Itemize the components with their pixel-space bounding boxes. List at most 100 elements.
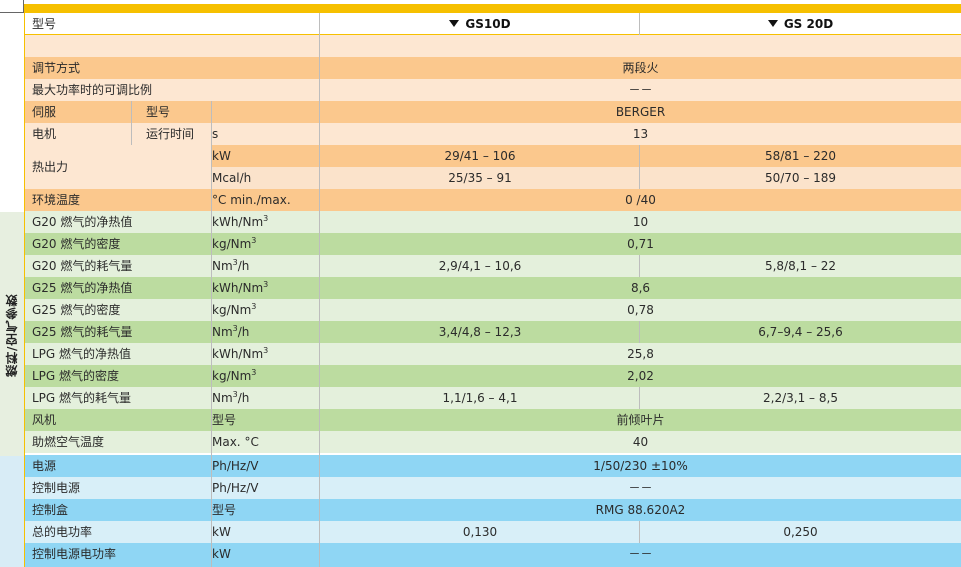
row-unit: Nm3/h <box>212 258 250 274</box>
row-label: LPG 燃气的耗气量 <box>32 391 132 405</box>
row-label: 控制电源电功率 <box>32 547 117 561</box>
value-gs20d: 2,2/3,1 – 8,5 <box>763 391 838 405</box>
value-gs10d: 3,4/4,8 – 12,3 <box>438 325 522 339</box>
table-row-lpg-heat: LPG 燃气的净热值 kWh/Nm3 25,8 <box>24 343 961 365</box>
spacer-row <box>24 35 961 57</box>
row-value: －－ <box>628 547 653 561</box>
row-unit: kg/Nm3 <box>212 368 257 384</box>
heat-row-mcal: Mcal/h 25/35 – 91 50/70 – 189 <box>212 167 961 189</box>
row-sublabel: 型号 <box>146 105 171 119</box>
column-divider-g20 <box>639 255 640 277</box>
row-label: 热出力 <box>32 160 69 174</box>
row-value: 13 <box>632 127 649 141</box>
table-row-g25-heat: G25 燃气的净热值 kWh/Nm3 8,6 <box>24 277 961 299</box>
unit-divider <box>211 145 212 567</box>
left-border <box>24 13 25 567</box>
row-label: 控制电源 <box>32 481 81 495</box>
row-value: 10 <box>632 215 649 229</box>
row-label: LPG 燃气的密度 <box>32 369 120 383</box>
table-row-control-power-rating: 控制电源电功率 kW －－ <box>24 543 961 567</box>
corner-box <box>0 0 24 13</box>
table-row-ratio: 最大功率时的可调比例 －－ <box>24 79 961 101</box>
table-row-regulation: 调节方式 两段火 <box>24 57 961 79</box>
row-unit: kW <box>212 525 231 539</box>
row-label: G20 燃气的密度 <box>32 237 121 251</box>
row-unit: kWh/Nm3 <box>212 346 269 362</box>
row-value: 8,6 <box>630 281 651 295</box>
row-value: 0,78 <box>627 303 654 317</box>
row-label: 电机 <box>32 127 57 141</box>
row-value: 25,8 <box>627 347 654 361</box>
row-label: 调节方式 <box>32 61 81 75</box>
row-value: 0 /40 <box>625 193 656 207</box>
table-row-ambient: 环境温度 °C min./max. 0 /40 <box>24 189 961 211</box>
row-unit: kg/Nm3 <box>212 236 257 252</box>
column-divider-header <box>639 13 640 35</box>
table-row-g20-heat: G20 燃气的净热值 kWh/Nm3 10 <box>24 211 961 233</box>
table-row-g20-density: G20 燃气的密度 kg/Nm3 0,71 <box>24 233 961 255</box>
value-gs20d: 50/70 – 189 <box>764 171 837 185</box>
row-value: －－ <box>628 481 653 495</box>
row-unit: Max. °C <box>212 435 259 449</box>
row-unit: kW <box>212 149 231 163</box>
row-value: －－ <box>628 83 653 97</box>
row-unit: kg/Nm3 <box>212 302 257 318</box>
column-header-gs10d: GS10D <box>320 13 640 35</box>
column-divider-lpg <box>639 387 640 409</box>
servo-subdivider <box>131 101 132 145</box>
row-value: 2,02 <box>627 369 654 383</box>
table-row-total-power: 总的电功率 kW 0,130 0,250 <box>24 521 961 543</box>
servo-unit-divider <box>211 101 212 145</box>
column-divider-heat <box>639 145 640 189</box>
row-label: G25 燃气的密度 <box>32 303 121 317</box>
row-unit: kWh/Nm3 <box>212 280 269 296</box>
table-row-motor: 电机 运行时间 s 13 <box>24 123 961 145</box>
row-label: 电源 <box>32 459 57 473</box>
table-row-lpg-density: LPG 燃气的密度 kg/Nm3 2,02 <box>24 365 961 387</box>
row-label: 控制盒 <box>32 503 69 517</box>
heat-row-kw: kW 29/41 – 106 58/81 – 220 <box>212 145 961 167</box>
row-label: 环境温度 <box>32 193 81 207</box>
row-unit: Ph/Hz/V <box>212 459 259 473</box>
column-divider-main <box>319 13 320 567</box>
value-gs10d: 2,9/4,1 – 10,6 <box>438 259 522 273</box>
value-gs20d: 0,250 <box>783 525 818 539</box>
row-unit: Ph/Hz/V <box>212 481 259 495</box>
row-label: G25 燃气的耗气量 <box>32 325 133 339</box>
value-gs20d: 6,7–9,4 – 25,6 <box>758 325 843 339</box>
model-header-label: 型号 <box>32 17 57 31</box>
triangle-down-icon <box>767 20 778 27</box>
row-label: G25 燃气的净热值 <box>32 281 133 295</box>
row-unit: s <box>212 127 219 141</box>
table-row-control-box: 控制盒 型号 RMG 88.620A2 <box>24 499 961 521</box>
column-header-gs20d: GS 20D <box>640 13 961 35</box>
row-unit: kW <box>212 547 231 561</box>
table-header: 型号 GS10D GS 20D <box>24 13 961 35</box>
value-gs10d: 1,1/1,6 – 4,1 <box>442 391 518 405</box>
row-unit: °C min./max. <box>212 193 291 207</box>
row-unit: Mcal/h <box>212 171 252 185</box>
table-row-fan: 风机 型号 前倾叶片 <box>24 409 961 431</box>
row-value: 两段火 <box>622 61 659 75</box>
row-label: 伺服 <box>32 105 57 119</box>
row-label: 助燃空气温度 <box>32 435 105 449</box>
value-gs20d: 58/81 – 220 <box>764 149 837 163</box>
row-unit: Nm3/h <box>212 324 250 340</box>
value-gs10d: 0,130 <box>462 525 498 539</box>
table-row-power-supply: 电源 Ph/Hz/V 1/50/230 ±10% <box>24 455 961 477</box>
row-label: 风机 <box>32 413 57 427</box>
table-row-air-temp: 助燃空气温度 Max. °C 40 <box>24 431 961 453</box>
row-value: 0,71 <box>627 237 654 251</box>
row-unit: 型号 <box>212 413 237 427</box>
row-label: G20 燃气的净热值 <box>32 215 133 229</box>
row-value: RMG 88.620A2 <box>595 503 686 517</box>
table-row-control-supply: 控制电源 Ph/Hz/V －－ <box>24 477 961 499</box>
top-accent-bar <box>24 4 961 13</box>
row-value: 1/50/230 ±10% <box>593 459 688 473</box>
row-value: BERGER <box>615 105 666 119</box>
column-divider-power <box>639 521 640 543</box>
triangle-down-icon <box>449 20 460 27</box>
table-row-g20-consumption: G20 燃气的耗气量 Nm3/h 2,9/4,1 – 10,6 5,8/8,1 … <box>24 255 961 277</box>
row-label: 总的电功率 <box>32 525 93 539</box>
row-unit: kWh/Nm3 <box>212 214 269 230</box>
